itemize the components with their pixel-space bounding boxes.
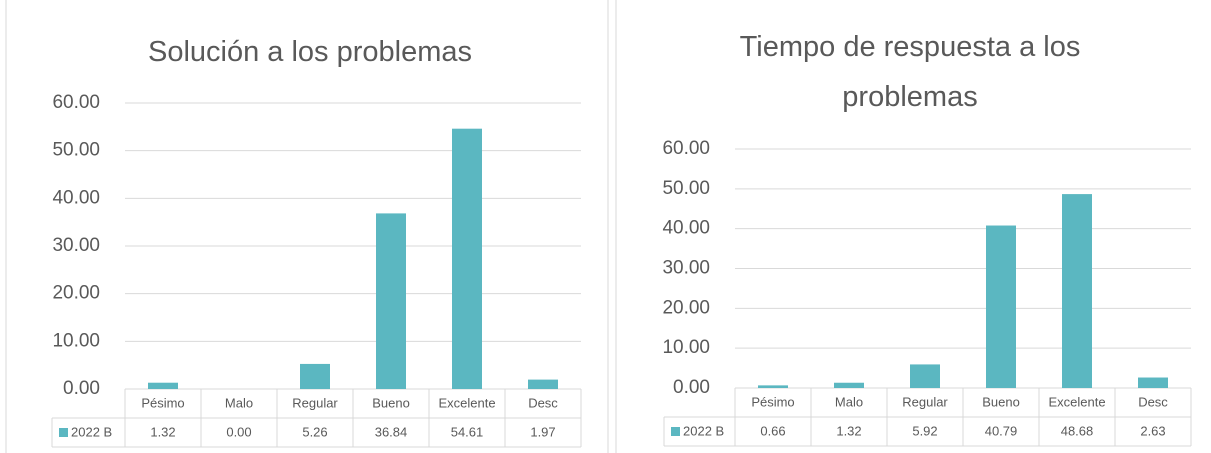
y-tick-label: 0.00 (673, 377, 710, 398)
y-tick-label: 10.00 (662, 337, 710, 358)
x-tick-label: Desc (528, 395, 558, 410)
y-tick-label: 40.00 (662, 218, 710, 239)
x-tick-label: Bueno (982, 394, 1020, 409)
data-label: 48.68 (1061, 423, 1094, 438)
x-tick-label: Pésimo (141, 395, 184, 410)
legend-swatch (59, 428, 68, 437)
x-tick-label: Excelente (1048, 394, 1105, 409)
y-tick-label: 60.00 (52, 92, 100, 113)
legend-label: 2022 B (683, 423, 724, 438)
x-tick-label: Regular (292, 395, 338, 410)
x-tick-label: Malo (835, 394, 863, 409)
y-tick-label: 30.00 (662, 258, 710, 279)
data-label: 1.97 (530, 424, 555, 439)
data-label: 1.32 (150, 424, 175, 439)
y-tick-label: 20.00 (52, 283, 100, 304)
bar (300, 363, 330, 389)
bar (834, 382, 864, 388)
y-tick-label: 30.00 (52, 235, 100, 256)
x-tick-label: Regular (902, 394, 948, 409)
x-tick-label: Malo (225, 395, 253, 410)
data-label: 5.26 (302, 424, 327, 439)
data-label: 54.61 (451, 424, 484, 439)
bar (1138, 377, 1168, 388)
y-tick-label: 20.00 (662, 297, 710, 318)
data-label: 0.00 (226, 424, 251, 439)
bar (376, 213, 406, 389)
bar (452, 128, 482, 390)
chart-title: Tiempo de respuesta a los problemas (739, 31, 1081, 113)
y-tick-label: 40.00 (52, 187, 100, 208)
x-tick-label: Desc (1138, 394, 1168, 409)
bar (528, 379, 558, 389)
legend-label: 2022 B (71, 424, 112, 439)
y-tick-label: 10.00 (52, 330, 100, 351)
bar (758, 385, 788, 388)
x-tick-label: Excelente (438, 395, 495, 410)
y-tick-label: 60.00 (662, 138, 710, 159)
y-tick-label: 50.00 (52, 140, 100, 161)
data-label: 36.84 (375, 424, 408, 439)
y-tick-label: 0.00 (63, 378, 100, 399)
legend-swatch (671, 427, 680, 436)
bar (1062, 194, 1092, 388)
bar (910, 364, 940, 388)
bar (148, 382, 178, 389)
y-tick-label: 50.00 (662, 178, 710, 199)
data-label: 1.32 (836, 423, 861, 438)
bar (986, 225, 1016, 388)
chart-title: Solución a los problemas (147, 36, 472, 68)
data-label: 2.63 (1140, 423, 1165, 438)
x-tick-label: Pésimo (751, 394, 794, 409)
data-label: 0.66 (760, 423, 785, 438)
x-tick-label: Bueno (372, 395, 410, 410)
data-label: 5.92 (912, 423, 937, 438)
data-label: 40.79 (985, 423, 1018, 438)
